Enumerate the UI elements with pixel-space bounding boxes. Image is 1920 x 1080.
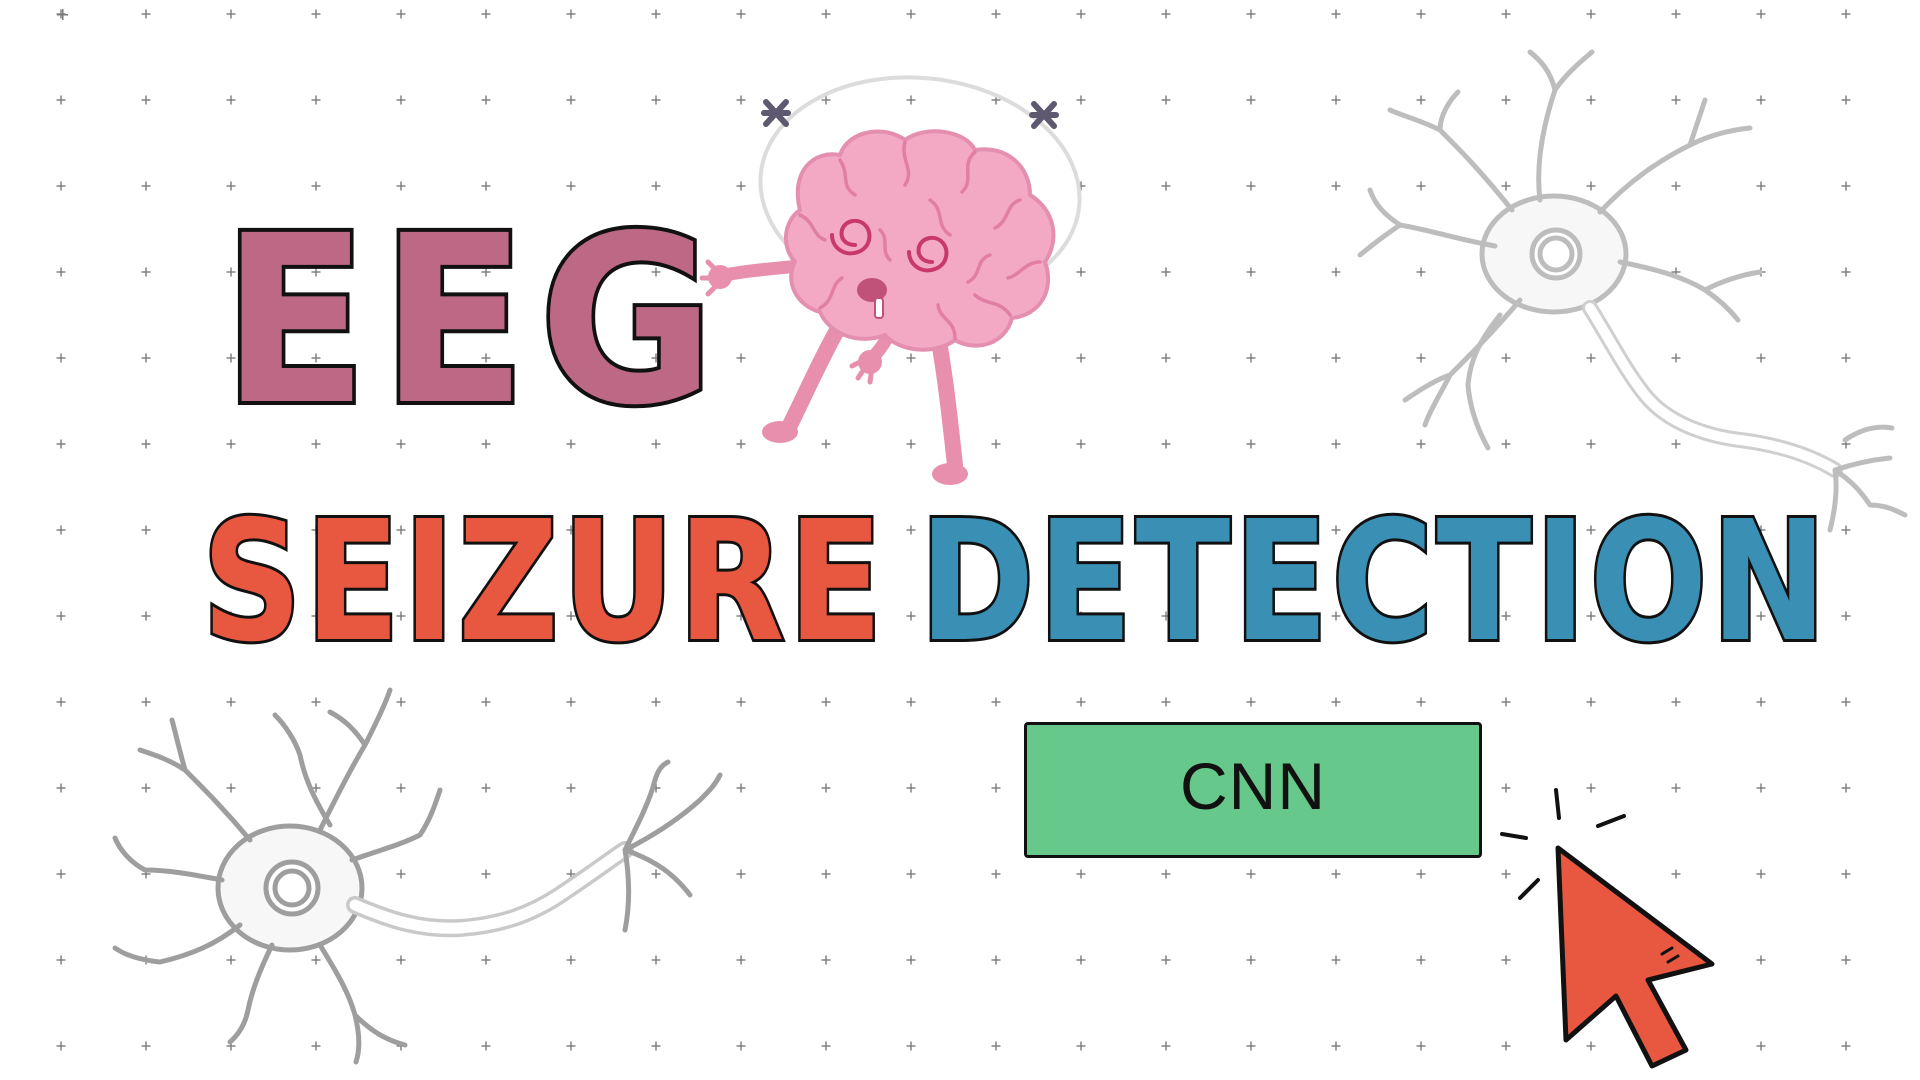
title-seizure-detection: SEIZURE DETECTION — [199, 497, 1830, 669]
title-eeg: EEG — [218, 186, 728, 456]
title-word-seizure: SEIZURE — [199, 486, 886, 679]
cnn-button[interactable]: CNN — [1024, 722, 1482, 858]
cnn-button-label: CNN — [1180, 749, 1326, 823]
title-word-detection: DETECTION — [917, 486, 1831, 679]
